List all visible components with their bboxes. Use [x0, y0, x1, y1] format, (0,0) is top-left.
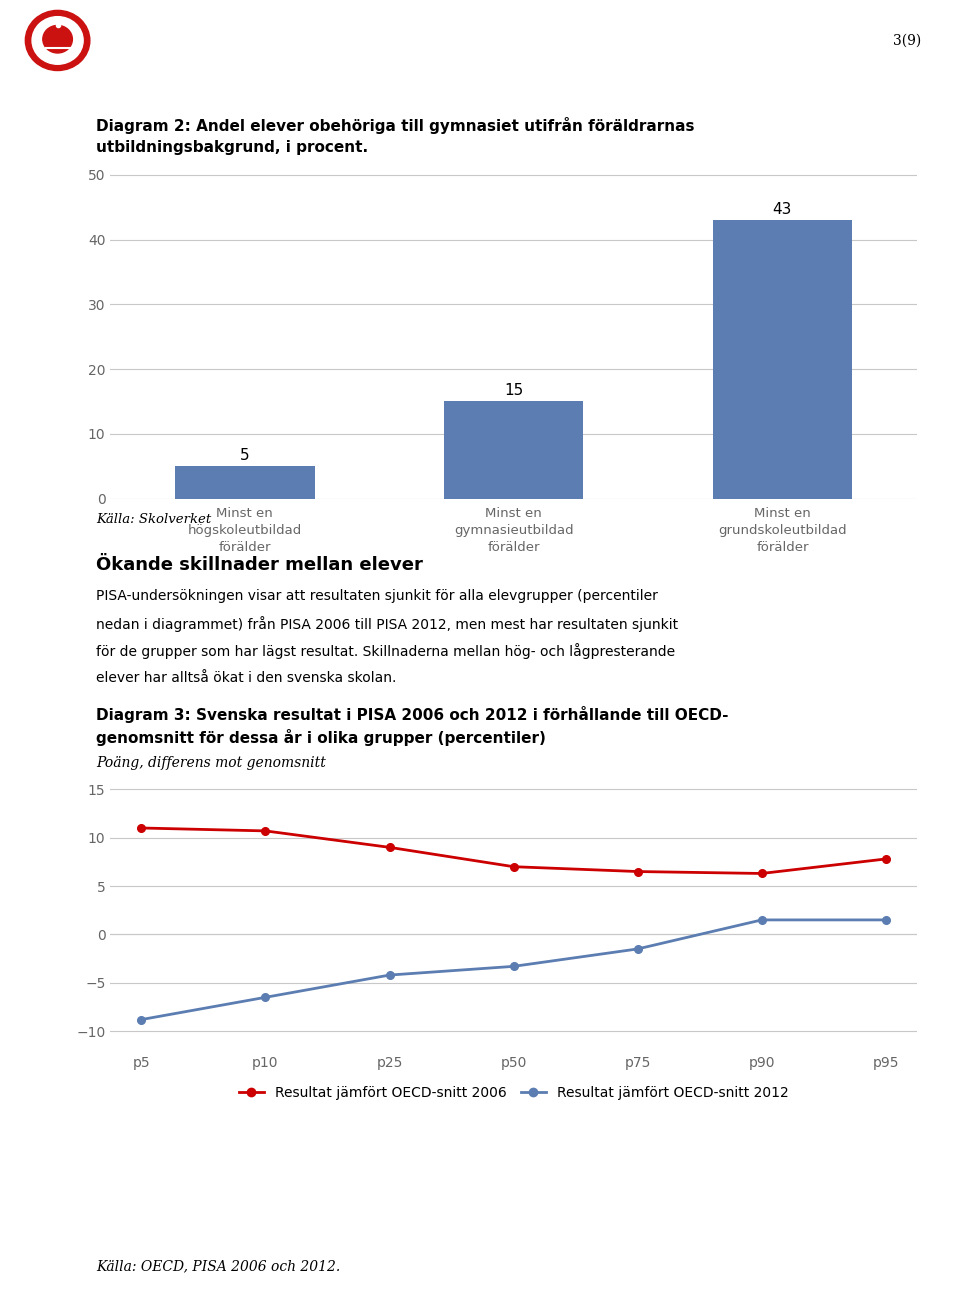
Text: 5: 5: [240, 448, 250, 463]
Bar: [444, 402, 584, 499]
Text: Ökande skillnader mellan elever: Ökande skillnader mellan elever: [96, 556, 422, 574]
Legend: Resultat jämfört OECD-snitt 2006, Resultat jämfört OECD-snitt 2012: Resultat jämfört OECD-snitt 2006, Result…: [233, 1081, 794, 1105]
Bar: [712, 221, 852, 499]
Text: utbildningsbakgrund, i procent.: utbildningsbakgrund, i procent.: [96, 140, 368, 154]
Text: PISA-undersökningen visar att resultaten sjunkit för alla elevgrupper (percentil: PISA-undersökningen visar att resultaten…: [96, 589, 658, 603]
Text: nedan i diagrammet) från PISA 2006 till PISA 2012, men mest har resultaten sjunk: nedan i diagrammet) från PISA 2006 till …: [96, 616, 678, 632]
Text: Källa: Skolverket: Källa: Skolverket: [96, 513, 211, 526]
Text: Diagram 3: Svenska resultat i PISA 2006 och 2012 i förhållande till OECD-: Diagram 3: Svenska resultat i PISA 2006 …: [96, 706, 729, 723]
Text: 15: 15: [504, 384, 523, 398]
Circle shape: [25, 10, 90, 70]
Text: Källa: OECD, PISA 2006 och 2012.: Källa: OECD, PISA 2006 och 2012.: [96, 1259, 340, 1274]
Text: Diagram 2: Andel elever obehöriga till gymnasiet utifrån föräldrarnas: Diagram 2: Andel elever obehöriga till g…: [96, 117, 694, 134]
Text: 3(9): 3(9): [894, 34, 922, 48]
Circle shape: [32, 17, 84, 64]
Text: genomsnitt för dessa år i olika grupper (percentiler): genomsnitt för dessa år i olika grupper …: [96, 729, 546, 746]
Bar: [175, 466, 315, 499]
Text: Poäng, differens mot genomsnitt: Poäng, differens mot genomsnitt: [96, 756, 325, 770]
Circle shape: [43, 25, 72, 54]
Text: 43: 43: [773, 202, 792, 217]
Text: för de grupper som har lägst resultat. Skillnaderna mellan hög- och lågpresteran: för de grupper som har lägst resultat. S…: [96, 643, 675, 659]
Text: elever har alltså ökat i den svenska skolan.: elever har alltså ökat i den svenska sko…: [96, 671, 396, 685]
